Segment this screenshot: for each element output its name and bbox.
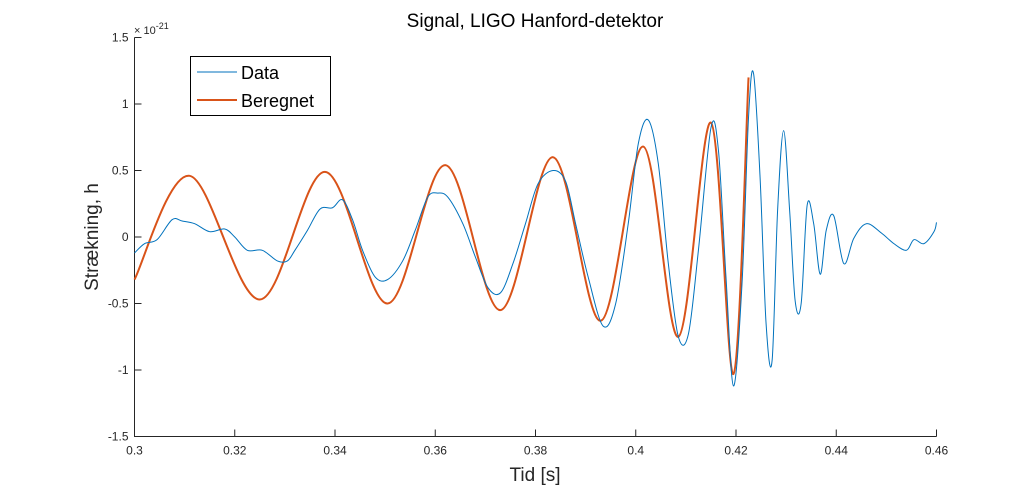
legend-box xyxy=(190,56,331,116)
y-exponent-base: × 10 xyxy=(134,25,156,37)
series-line-data xyxy=(134,70,937,387)
x-tick-label: 0.46 xyxy=(925,444,949,458)
x-axis-label: Tid [s] xyxy=(509,465,560,486)
y-tick-label: 0.5 xyxy=(112,164,129,178)
legend: Data Beregnet xyxy=(190,56,331,116)
x-tick-label: 0.36 xyxy=(424,444,448,458)
y-tick-label: -0.5 xyxy=(108,297,129,311)
x-tick-label: 0.3 xyxy=(126,444,143,458)
x-tick-label: 0.4 xyxy=(627,444,644,458)
y-exponent-label: × 10-21 xyxy=(134,21,169,37)
series-line-beregnet xyxy=(133,77,750,376)
x-tick-label: 0.34 xyxy=(323,444,347,458)
y-tick-label: 0 xyxy=(122,230,129,244)
chart-title: Signal, LIGO Hanford-detektor xyxy=(407,11,664,32)
x-tick-label: 0.38 xyxy=(524,444,548,458)
y-axis-label: Strækning, h xyxy=(82,183,103,291)
legend-label-data: Data xyxy=(241,63,280,83)
y-exponent-power: -21 xyxy=(156,21,169,31)
series-group xyxy=(133,70,937,387)
y-tick-label: 1.5 xyxy=(112,31,129,45)
tick-group: 0.3 0.32 0.34 0.36 0.38 0.4 0.42 0.44 0.46 -1.5 -1… xyxy=(108,31,949,458)
x-tick-label: 0.42 xyxy=(724,444,748,458)
x-tick-label: 0.44 xyxy=(825,444,849,458)
legend-label-beregnet: Beregnet xyxy=(241,91,314,111)
x-tick-label: 0.32 xyxy=(223,444,247,458)
y-tick-label: -1 xyxy=(118,363,129,377)
y-tick-label: 1 xyxy=(122,97,129,111)
y-tick-label: -1.5 xyxy=(108,430,129,444)
